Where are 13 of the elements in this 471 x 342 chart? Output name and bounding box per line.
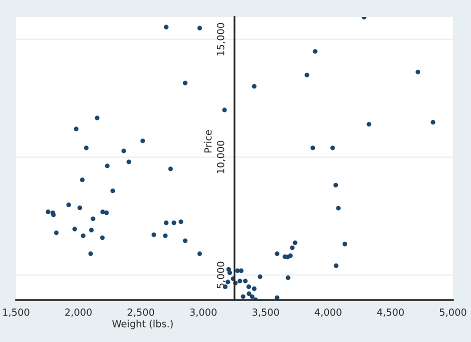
y-axis-title: Price: [204, 130, 212, 152]
x-tick-label: 5,000: [440, 308, 466, 317]
x-tick-label: 3,000: [190, 308, 217, 317]
y-tick-label: 5,000: [216, 262, 226, 288]
x-tick-label: 4,000: [314, 308, 342, 317]
x-axis-title: Weight (lbs.): [112, 320, 173, 330]
x-tick-label: 1,500: [3, 308, 30, 317]
y-tick-label: 15,000: [216, 23, 226, 56]
x-tick-label: 4,500: [377, 308, 404, 317]
x-tick-label: 3,500: [252, 308, 279, 317]
y-tick-label: 10,000: [216, 140, 226, 174]
x-tick-label: 2,500: [128, 308, 154, 317]
x-tick-label: 2,000: [65, 308, 92, 317]
